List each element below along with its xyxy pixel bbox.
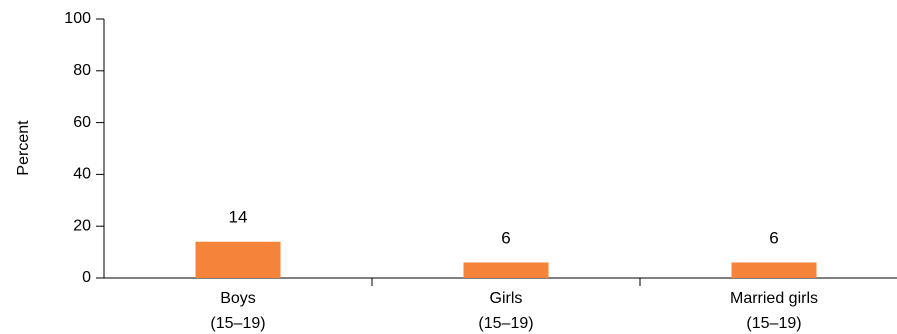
- category-label: (15–19): [210, 315, 265, 332]
- y-tick-label: 80: [73, 62, 91, 79]
- y-ticks: 0 20 40 60 80 100: [64, 10, 104, 286]
- x-ticks: [371, 278, 641, 286]
- category-label: Boys: [220, 290, 256, 307]
- category-label: (15–19): [478, 315, 533, 332]
- data-label: 14: [229, 208, 248, 227]
- category-label: (15–19): [746, 315, 801, 332]
- y-tick-label: 40: [73, 166, 91, 183]
- y-axis-title: Percent: [15, 120, 32, 176]
- y-axis: 0 20 40 60 80 100: [64, 10, 105, 286]
- data-labels: 14 6 6: [229, 208, 779, 248]
- bar: [731, 262, 817, 278]
- y-tick-label: 100: [64, 10, 91, 27]
- data-label: 6: [501, 228, 510, 247]
- y-tick-label: 0: [82, 269, 91, 286]
- category-labels: Boys (15–19) Girls (15–19) Married girls (15–…: [210, 290, 818, 332]
- category-label: Girls: [490, 290, 523, 307]
- bar: [195, 241, 281, 278]
- data-label: 6: [769, 228, 778, 247]
- bars: [195, 241, 817, 278]
- y-tick-label: 60: [73, 114, 91, 131]
- bar: [463, 262, 549, 278]
- y-tick-label: 20: [73, 217, 91, 234]
- x-axis: [104, 277, 897, 286]
- category-label: Married girls: [730, 290, 818, 307]
